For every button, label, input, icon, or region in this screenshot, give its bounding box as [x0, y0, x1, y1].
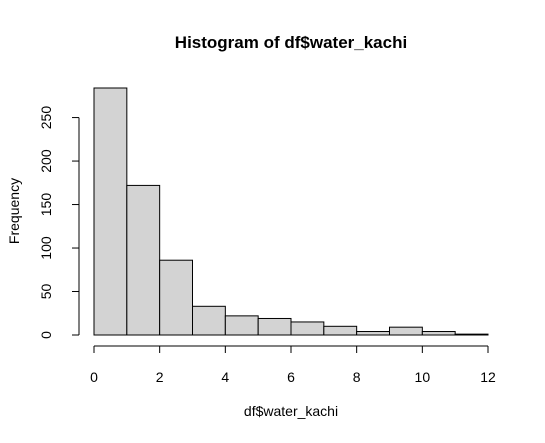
x-tick-label: 4: [221, 369, 229, 385]
y-tick-label: 100: [38, 236, 54, 260]
histogram-bar: [356, 331, 390, 336]
y-tick-label: 0: [38, 331, 54, 339]
x-tick-label: 2: [156, 369, 164, 385]
histogram-bar: [126, 184, 161, 336]
chart-title: Histogram of df$water_kachi: [175, 33, 407, 52]
histogram-bar: [323, 325, 358, 336]
bars-group: [93, 87, 489, 336]
x-axis: 0 2 4 6 8 10 12: [90, 345, 496, 385]
y-tick-label: 150: [38, 193, 54, 217]
histogram-bar: [290, 321, 325, 336]
x-tick-label: 12: [480, 369, 496, 385]
histogram-bar: [257, 317, 292, 336]
histogram-bar: [421, 331, 456, 336]
x-tick-label: 10: [415, 369, 431, 385]
histogram-bar: [389, 326, 423, 336]
histogram-bar: [93, 87, 128, 336]
x-axis-label: df$water_kachi: [244, 403, 338, 419]
histogram-bar: [192, 305, 226, 336]
x-tick-label: 8: [353, 369, 361, 385]
y-axis: 0 50 100 150 200 250: [38, 106, 80, 339]
histogram-bar: [224, 315, 259, 336]
x-tick-label: 6: [287, 369, 295, 385]
histogram-bar: [454, 333, 489, 336]
y-tick-label: 200: [38, 149, 54, 173]
histogram-bar: [159, 259, 194, 336]
x-tick-label: 0: [90, 369, 98, 385]
y-tick-label: 250: [38, 106, 54, 130]
y-axis-label: Frequency: [6, 178, 22, 244]
y-tick-label: 50: [38, 284, 54, 300]
